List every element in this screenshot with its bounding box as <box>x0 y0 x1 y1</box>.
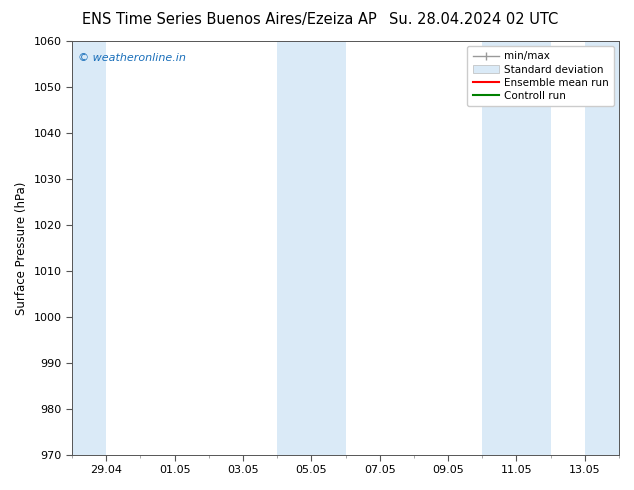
Bar <box>72 41 107 455</box>
Y-axis label: Surface Pressure (hPa): Surface Pressure (hPa) <box>15 181 28 315</box>
Bar <box>585 41 619 455</box>
Legend: min/max, Standard deviation, Ensemble mean run, Controll run: min/max, Standard deviation, Ensemble me… <box>467 46 614 106</box>
Text: Su. 28.04.2024 02 UTC: Su. 28.04.2024 02 UTC <box>389 12 558 27</box>
Text: ENS Time Series Buenos Aires/Ezeiza AP: ENS Time Series Buenos Aires/Ezeiza AP <box>82 12 377 27</box>
Text: © weatheronline.in: © weatheronline.in <box>77 53 185 64</box>
Bar <box>482 41 551 455</box>
Bar <box>277 41 346 455</box>
